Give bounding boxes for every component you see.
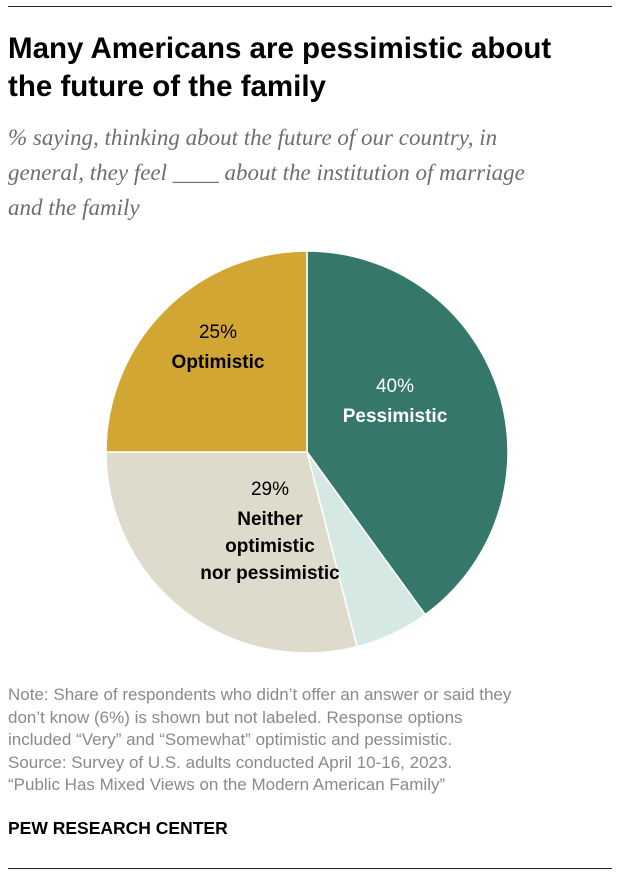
pie-slice [105, 250, 308, 453]
chart-notes: Note: Share of respondents who didn’t of… [8, 684, 612, 797]
note-line: Note: Share of respondents who didn’t of… [8, 685, 512, 704]
slice-category-label: Optimistic [172, 352, 265, 373]
chart-subtitle-line: and the family [8, 195, 140, 220]
chart-title: Many Americans are pessimistic about the… [8, 30, 608, 106]
slice-value-label: 25% [199, 322, 237, 343]
pie-slice [306, 250, 509, 616]
chart-title-line: the future of the family [8, 70, 326, 103]
report-title-line: “Public Has Mixed Views on the Modern Am… [8, 775, 446, 794]
chart-subtitle-line: % saying, thinking about the future of o… [8, 125, 498, 150]
note-line: included “Very” and “Somewhat” optimisti… [8, 730, 453, 749]
slice-value-label: 29% [251, 479, 289, 500]
chart-subtitle: % saying, thinking about the future of o… [8, 120, 612, 225]
slice-category-label: Pessimistic [343, 406, 448, 427]
slice-category-label: Neither optimistic nor pessimistic [200, 509, 340, 584]
top-rule [8, 6, 612, 7]
chart-subtitle-line: general, they feel ____ about the instit… [8, 160, 525, 185]
pie-slice [105, 451, 358, 654]
slice-value-label: 40% [376, 376, 414, 397]
chart-title-line: Many Americans are pessimistic about [8, 32, 552, 65]
brand-name: PEW RESEARCH CENTER [8, 818, 228, 838]
note-line: don’t know (6%) is shown but not labeled… [8, 707, 463, 727]
source-line: Source: Survey of U.S. adults conducted … [8, 752, 453, 772]
bottom-rule [8, 868, 612, 869]
